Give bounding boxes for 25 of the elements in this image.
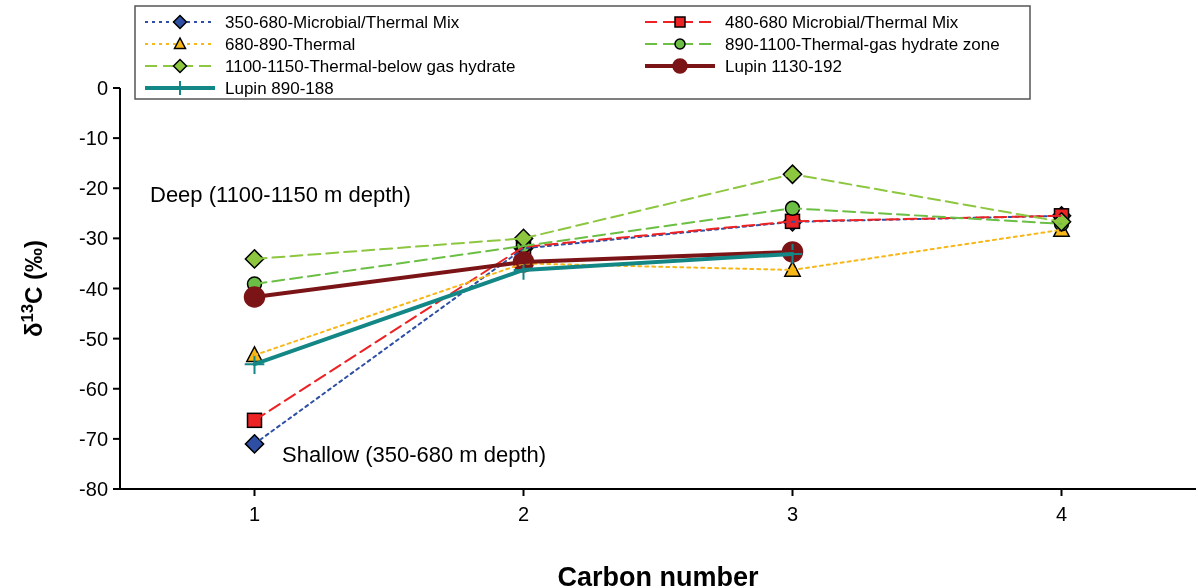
y-tick-label: -50 bbox=[79, 327, 108, 350]
legend-label: 480-680 Microbial/Thermal Mix bbox=[725, 12, 959, 32]
annotation: Shallow (350-680 m depth) bbox=[282, 442, 547, 467]
legend-label: Lupin 1130-192 bbox=[725, 56, 842, 76]
y-tick-label: -80 bbox=[79, 478, 108, 500]
point bbox=[244, 434, 265, 454]
x-tick-label: 2 bbox=[517, 503, 530, 525]
y-tick-label: -70 bbox=[79, 427, 108, 450]
legend-label: 680-890-Thermal bbox=[225, 34, 356, 54]
legend-label: 890-1100-Thermal-gas hydrate zone bbox=[725, 34, 1000, 54]
x-tick-label: 1 bbox=[248, 503, 261, 525]
x-axis-title: Carbon number bbox=[557, 562, 759, 588]
legend-label: Lupin 890-188 bbox=[225, 78, 334, 98]
y-tick-label: 0 bbox=[96, 77, 108, 99]
legend-label: 350-680-Microbial/Thermal Mix bbox=[225, 12, 460, 32]
annotation: Deep (1100-1150 m depth) bbox=[150, 182, 411, 207]
legend-label: 1100-1150-Thermal-below gas hydrate bbox=[225, 56, 516, 76]
point bbox=[243, 353, 266, 375]
y-tick-label: -60 bbox=[79, 377, 108, 400]
x-tick-label: 3 bbox=[786, 503, 799, 525]
y-tick-label: -10 bbox=[79, 127, 108, 150]
y-tick-label: -40 bbox=[79, 277, 108, 300]
y-tick-label: -30 bbox=[79, 227, 108, 250]
y-tick-label: -20 bbox=[79, 177, 108, 200]
x-tick-label: 4 bbox=[1055, 503, 1068, 525]
